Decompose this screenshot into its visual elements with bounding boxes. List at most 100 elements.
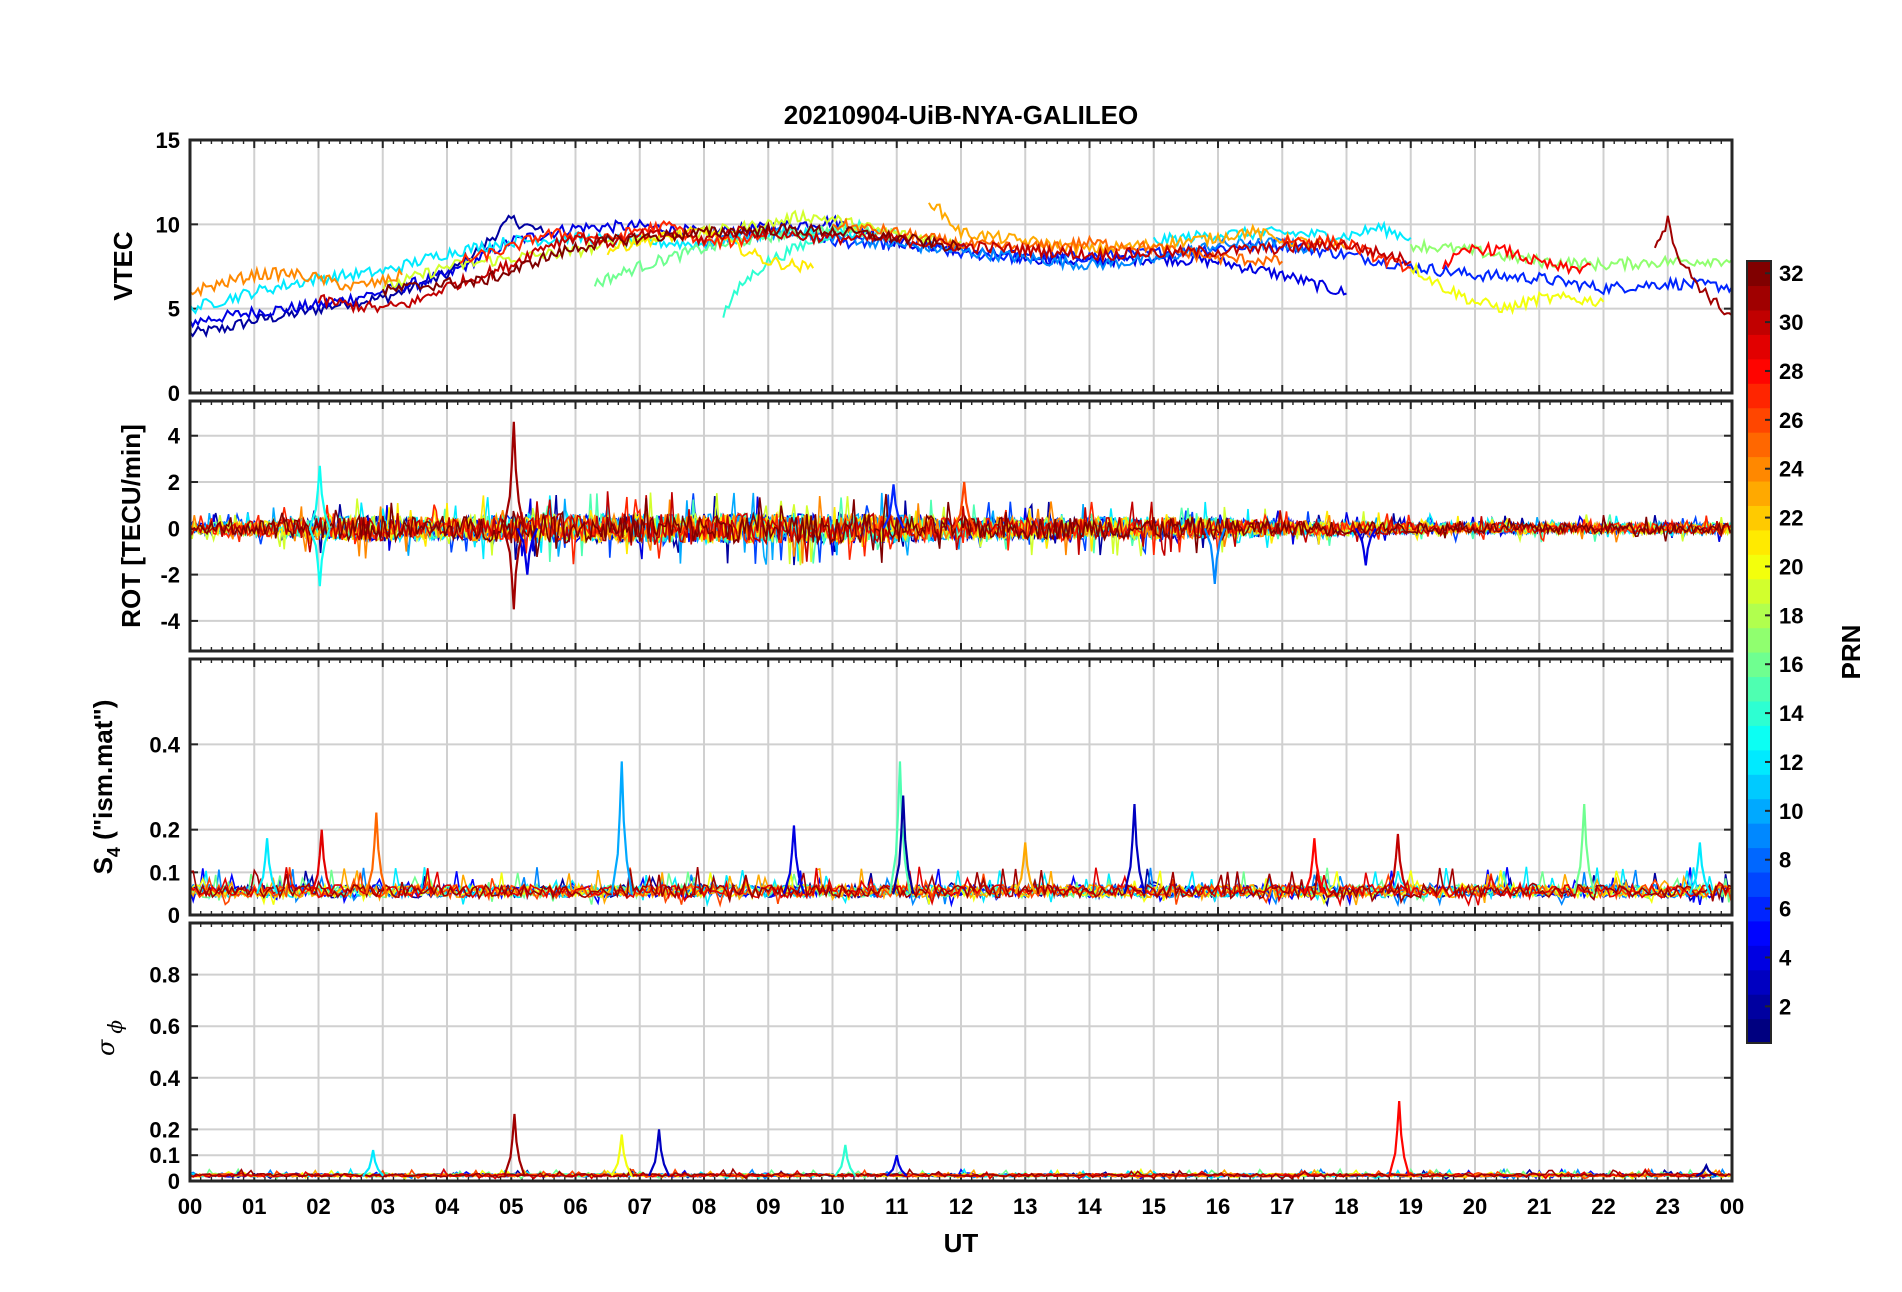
colorbar-block-prn-5 — [1747, 920, 1771, 946]
s4-spike-prn-12 — [1688, 842, 1711, 895]
s4-spike-prn-4 — [782, 825, 806, 894]
sigma-ylabel: σϕ — [92, 1020, 127, 1056]
sigma-spike-prn-28 — [1388, 1100, 1411, 1177]
x-tick-label: 01 — [242, 1194, 266, 1219]
s4-series-prn-5 — [190, 867, 1732, 908]
sigma-y-tick-label: 0.4 — [149, 1066, 180, 1091]
colorbar-tick-label: 14 — [1779, 701, 1804, 726]
sigma-spike-prn-14 — [834, 1144, 857, 1177]
sigma-y-tick-label: 0 — [168, 1169, 180, 1194]
rot-spike-prn-6 — [882, 484, 905, 529]
x-tick-label: 21 — [1527, 1194, 1551, 1219]
sigma-panel: 00.10.2 0.4 0.6 0.8 σϕ — [92, 921, 1734, 1194]
sigma-axes-box — [188, 921, 1734, 1183]
vtec-series-prn-20 — [1409, 261, 1605, 316]
x-tick-label: 04 — [435, 1194, 460, 1219]
sigma-y-tick-label: 0.1 — [149, 1143, 180, 1168]
colorbar-block-prn-11 — [1747, 774, 1771, 800]
vtec-series-prn-12 — [1152, 220, 1412, 248]
x-tick-label: 11 — [885, 1194, 908, 1219]
colorbar-tick-label: 16 — [1779, 652, 1803, 677]
colorbar-tick-label: 12 — [1779, 750, 1803, 775]
sigma-spike-prn-12 — [362, 1149, 384, 1177]
colorbar-tick-label: 6 — [1779, 897, 1791, 922]
colorbar-frame — [1746, 260, 1772, 1044]
rot-y-tick-label: 4 — [168, 424, 181, 449]
s4-spike-prn-23 — [1014, 842, 1037, 895]
s4-spike-prn-28 — [1303, 838, 1326, 895]
x-tick-labels: 00 01 02 03 04 05 06 07 08 09 10 11 12 13 14 15 16 17 18 19… — [178, 1194, 1744, 1219]
s4-ylabel: S4 ("ism.mat") — [88, 700, 124, 875]
rot-y-tick-label: 2 — [168, 470, 180, 495]
rot-axes-box — [188, 399, 1734, 653]
x-tick-label: 17 — [1270, 1194, 1294, 1219]
x-tick-label: 00 — [178, 1194, 202, 1219]
x-tick-label: 20 — [1463, 1194, 1487, 1219]
rot-spike-prn-26 — [953, 481, 976, 529]
sigma-y-tick-label: 0.8 — [149, 963, 180, 988]
sigma-series-prn-31 — [190, 1167, 1732, 1180]
vtec-y-tick-label: 15 — [156, 128, 180, 153]
s4-spike-prn-10 — [610, 761, 633, 894]
colorbar-block-prn-13 — [1747, 725, 1771, 751]
colorbar-block-prn-17 — [1747, 627, 1771, 653]
s4-spike-prn-29 — [310, 829, 333, 894]
x-tick-label: 13 — [1013, 1194, 1037, 1219]
rot-spike-prn-31 — [502, 528, 525, 610]
s4-y-tick-label: 0.4 — [149, 732, 180, 757]
sigma-y-tick-label: 0.2 — [149, 1117, 180, 1142]
colorbar-block-prn-23 — [1747, 480, 1771, 506]
rot-ylabel: ROT [TECU/min] — [116, 424, 146, 628]
sigma-spike-prn-3 — [648, 1129, 671, 1177]
rot-y-tick-label: -4 — [160, 609, 180, 634]
vtec-ylabel: VTEC — [108, 231, 138, 301]
rot-series-prn-30 — [190, 491, 1732, 562]
x-tick-label: 12 — [949, 1194, 973, 1219]
s4-y-tick-label: 0 — [168, 903, 180, 928]
colorbar-tick-label: 24 — [1779, 457, 1804, 482]
x-tick-label: 07 — [628, 1194, 652, 1219]
colorbar-block-prn-9 — [1747, 823, 1771, 849]
x-tick-label: 09 — [756, 1194, 780, 1219]
vtec-y-tick-label: 0 — [168, 381, 180, 406]
rot-spike-prn-13 — [308, 465, 331, 529]
vtec-axes-box — [188, 138, 1734, 395]
vtec-y-tick-label: 10 — [156, 212, 180, 237]
x-tick-label: 10 — [820, 1194, 844, 1219]
x-tick-label: 03 — [371, 1194, 395, 1219]
vtec-series-prn-32 — [381, 221, 962, 298]
colorbar-block-prn-15 — [1747, 676, 1771, 702]
vtec-series-prn-16 — [593, 222, 898, 288]
s4-series-prn-31 — [190, 867, 1732, 905]
colorbar-block-prn-21 — [1747, 529, 1771, 555]
colorbar-tick-label: 30 — [1779, 310, 1803, 335]
colorbar-block-prn-29 — [1747, 334, 1771, 360]
rot-spike-prn-13 — [308, 527, 331, 587]
s4-spike-prn-16 — [1573, 804, 1596, 894]
colorbar-label: PRN — [1836, 625, 1866, 680]
colorbar-tick-label: 26 — [1779, 408, 1803, 433]
s4-spike-prn-30 — [1386, 833, 1409, 895]
vtec-series-prn-24 — [190, 265, 403, 298]
chart-title: 20210904-UiB-NYA-GALILEO — [784, 100, 1139, 130]
colorbar-tick-label: 20 — [1779, 554, 1803, 579]
x-tick-label: 06 — [563, 1194, 587, 1219]
vtec-panel: 0 5 10 15 VTEC — [108, 128, 1734, 406]
colorbar-block-prn-1 — [1747, 1018, 1771, 1044]
vtec-series-prn-23 — [928, 202, 1347, 258]
vtec-series-prn-30 — [317, 224, 1412, 314]
s4-spike-prn-2 — [892, 795, 915, 894]
rot-y-tick-label: -2 — [160, 563, 180, 588]
colorbar-block-prn-27 — [1747, 383, 1771, 409]
colorbar-block-prn-31 — [1747, 285, 1771, 311]
x-tick-label: 02 — [306, 1194, 330, 1219]
colorbar-tick-label: 2 — [1779, 994, 1791, 1019]
colorbar-block-prn-3 — [1747, 969, 1771, 995]
rot-spike-prn-4 — [1354, 527, 1377, 566]
x-axis-label: UT — [944, 1228, 979, 1258]
x-tick-label: 19 — [1399, 1194, 1423, 1219]
colorbar-block-prn-7 — [1747, 871, 1771, 897]
s4-panel: 0 0.1 0.2 0.4 S4 ("ism.mat") — [88, 657, 1734, 928]
